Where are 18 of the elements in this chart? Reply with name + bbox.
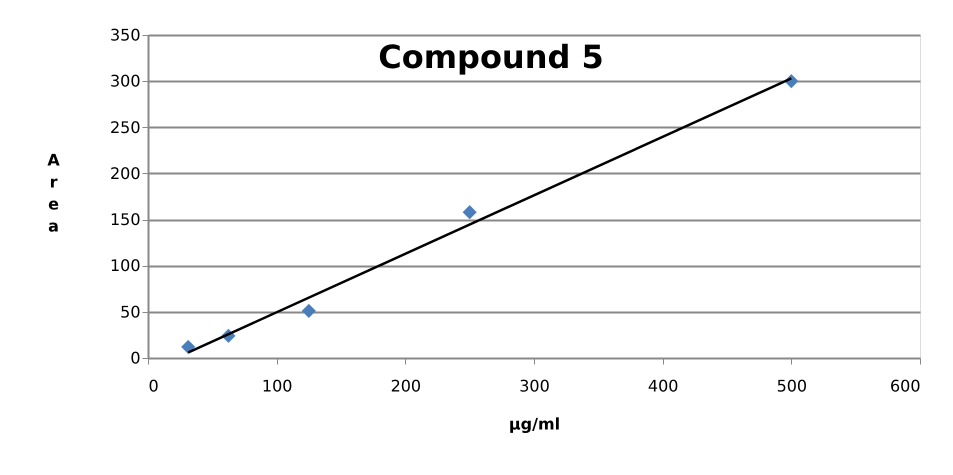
x-tick-label: 400 bbox=[648, 376, 678, 396]
x-axis-title: µg/ml bbox=[508, 414, 560, 434]
x-tick-label: 200 bbox=[390, 376, 422, 396]
y-tick-label: 0 bbox=[130, 348, 140, 368]
x-tick-label: 100 bbox=[262, 376, 292, 396]
y-tick-label: 150 bbox=[110, 210, 140, 230]
x-tick-label: 300 bbox=[519, 376, 550, 396]
x-tick-label: 500 bbox=[776, 376, 808, 396]
y-tick-label: 250 bbox=[110, 118, 140, 137]
y-tick-label: 200 bbox=[110, 164, 140, 183]
x-tick-label: 600 bbox=[890, 376, 920, 396]
x-tick-label: 0 bbox=[148, 376, 159, 396]
y-tick-label: 100 bbox=[110, 256, 140, 276]
y-tick-label: 350 bbox=[110, 26, 140, 44]
chart-title: Compound 5 bbox=[378, 38, 604, 76]
y-tick-label: 50 bbox=[120, 302, 140, 322]
y-axis-title: Area bbox=[47, 150, 60, 236]
y-tick-label: 300 bbox=[110, 72, 140, 91]
